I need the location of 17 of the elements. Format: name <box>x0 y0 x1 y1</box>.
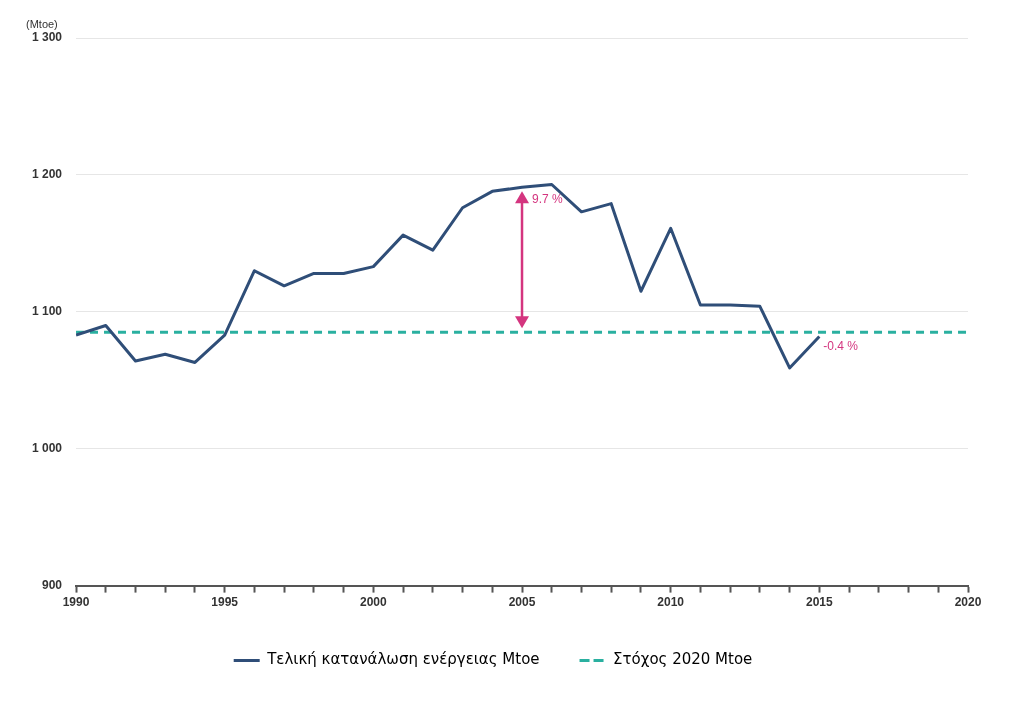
y-tick-label: 1 200 <box>32 167 63 182</box>
x-tick-label: 2010 <box>657 595 685 610</box>
y-tick-label: 1 100 <box>32 304 63 319</box>
x-tick-label: 1995 <box>211 595 239 610</box>
y-tick-label: 1 300 <box>32 30 63 45</box>
y-tick-label: 1 000 <box>32 441 63 456</box>
annotation: -0.4 % <box>823 338 859 353</box>
x-tick-label: 2005 <box>508 595 536 610</box>
annotation: 9.7 % <box>532 191 564 206</box>
x-tick-label: 1990 <box>62 595 90 610</box>
legend-label: Στόχος 2020 Mtoe <box>613 650 753 669</box>
x-tick-label: 2020 <box>954 595 982 610</box>
y-axis-title: (Mtoe) <box>26 17 58 30</box>
y-tick-label: 900 <box>42 577 63 592</box>
legend-label: Τελική κατανάλωση ενέργειας Mtoe <box>266 650 540 669</box>
x-tick-label: 2000 <box>360 595 388 610</box>
x-tick-label: 2015 <box>805 595 834 610</box>
